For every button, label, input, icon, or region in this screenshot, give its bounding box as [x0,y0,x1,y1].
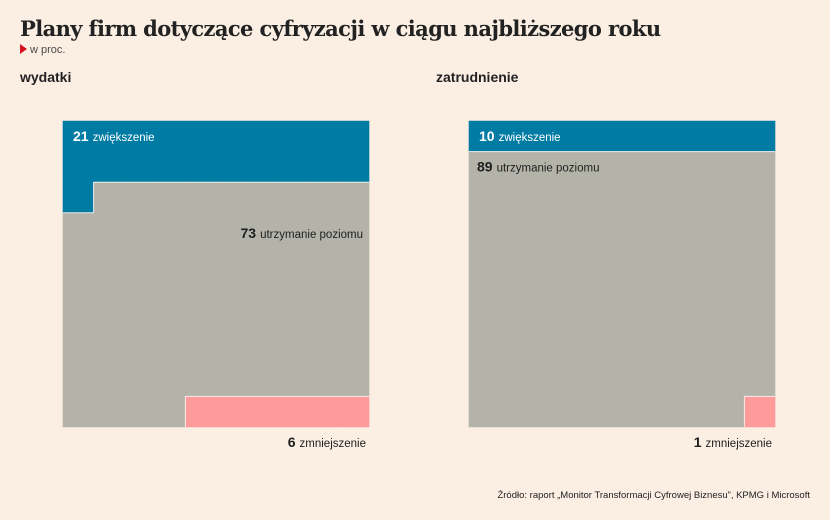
waffle-1: 10 zwiększenie 89 utrzymanie poziomu 1 zmniej… [468,120,776,450]
label-decrease-0: 6 zmniejszenie [288,434,366,450]
area-decrease-0 [185,396,370,428]
label-decrease-1: 1 zmniejszenie [694,434,772,450]
panel-title-zatrudnienie: zatrudnienie [436,69,519,85]
chart-title: Plany firm dotyczące cyfryzacji w ciągu … [20,16,661,41]
unit-label: w proc. [30,44,66,56]
waffle-0: 21 zwiększenie 73 utrzymanie poziomu 6 zmniej… [62,120,370,450]
area-maintain-0 [62,181,370,428]
play-triangle-icon [20,44,27,54]
chart-subtitle: w proc. [20,44,65,56]
label-maintain-1: 89 utrzymanie poziomu [477,159,599,175]
label-increase-1: 10 zwiększenie [479,128,561,144]
label-increase-0: 21 zwiększenie [73,128,155,144]
area-decrease-1 [744,396,776,428]
area-maintain-1 [468,151,776,428]
panel-title-wydatki: wydatki [20,69,72,85]
label-maintain-0: 73 utrzymanie poziomu [241,225,363,241]
source-note: Źródło: raport „Monitor Transformacji Cy… [497,490,810,501]
